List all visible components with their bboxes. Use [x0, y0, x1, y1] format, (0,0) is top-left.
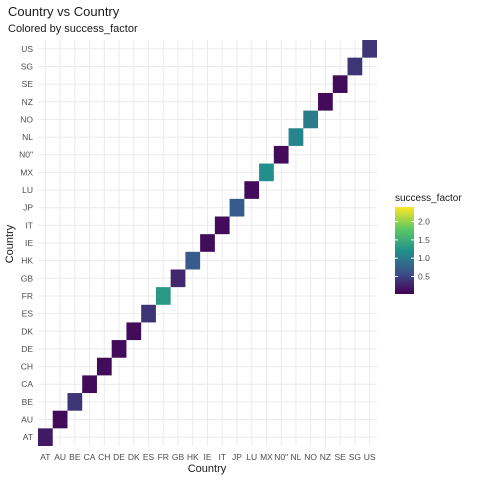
y-tick-label: DK — [21, 326, 33, 336]
chart-title: Country vs Country — [8, 4, 120, 19]
x-tick-label: JP — [232, 452, 242, 462]
x-tick-label: US — [364, 452, 376, 462]
y-tick-label: BE — [22, 397, 34, 407]
heatmap-cell — [259, 163, 274, 182]
legend-tick-label: 1.5 — [418, 235, 430, 245]
x-tick-label: N0" — [274, 452, 288, 462]
x-tick-label: CH — [98, 452, 110, 462]
x-tick-label: CA — [84, 452, 96, 462]
x-tick-label: HK — [187, 452, 199, 462]
heatmap-cell — [52, 410, 68, 429]
grid — [38, 40, 377, 446]
x-tick-label: DE — [113, 452, 125, 462]
heatmap-cell — [332, 75, 348, 93]
y-tick-label: AU — [21, 415, 33, 425]
heatmap-cell — [273, 145, 289, 164]
heatmap-cell — [82, 375, 97, 394]
heatmap-cell — [185, 251, 201, 270]
heatmap-cell — [229, 198, 245, 217]
y-tick-label: SE — [22, 79, 34, 89]
x-tick-label: DK — [128, 452, 140, 462]
y-tick-label: CA — [21, 379, 33, 389]
y-tick-label: US — [21, 44, 33, 54]
legend-tick-label: 2.0 — [418, 217, 430, 227]
heatmap-cell — [111, 340, 127, 358]
x-tick-label: AT — [40, 452, 50, 462]
y-tick-label: MX — [20, 167, 33, 177]
y-tick-label: AT — [23, 432, 33, 442]
x-tick-label: IE — [203, 452, 211, 462]
y-tick-label: SG — [21, 61, 33, 71]
legend-tick-label: 1.0 — [418, 253, 430, 263]
y-tick-label: NO — [20, 114, 33, 124]
y-axis-title: Country — [4, 224, 16, 263]
legend-colorbar — [395, 207, 414, 294]
y-tick-label: LU — [22, 185, 33, 195]
y-tick-label: CH — [21, 362, 33, 372]
y-tick-labels: AT AU BE CA CH DE DK ES FR GB HK IE IT JP LU MX N0" NL NO N… — [19, 44, 33, 442]
x-tick-label: ES — [143, 452, 155, 462]
x-tick-label: AU — [54, 452, 66, 462]
y-tick-label: DE — [21, 344, 33, 354]
heatmap-cell — [214, 216, 230, 235]
x-tick-label: SG — [349, 452, 361, 462]
chart-subtitle: Colored by success_factor — [8, 23, 138, 35]
heatmap-cell — [362, 40, 377, 58]
x-tick-label: IT — [218, 452, 226, 462]
heatmap-cell — [38, 428, 53, 446]
heatmap-cells — [38, 40, 377, 446]
x-tick-label: FR — [158, 452, 169, 462]
x-tick-label: NO — [304, 452, 317, 462]
heatmap-cell — [126, 322, 142, 341]
heatmap-cell — [318, 92, 333, 111]
legend-ticks: 0.5 1.0 1.5 2.0 — [395, 217, 430, 281]
heatmap-cell — [303, 110, 319, 129]
heatmap-cell — [170, 269, 186, 288]
legend-title: success_factor — [395, 193, 462, 204]
y-tick-label: N0" — [19, 150, 33, 160]
y-tick-label: IE — [25, 238, 33, 248]
legend-tick-label: 0.5 — [418, 271, 430, 281]
y-tick-label: IT — [25, 220, 33, 230]
y-tick-label: NL — [22, 132, 33, 142]
heatmap-cell — [200, 234, 215, 252]
x-tick-label: NZ — [320, 452, 331, 462]
x-tick-labels: AT AU BE CA CH DE DK ES FR GB HK IE IT JP LU MX N0" NL NO N… — [40, 452, 376, 462]
heatmap-cell — [244, 181, 260, 199]
heatmap-cell — [155, 287, 171, 305]
y-tick-label: GB — [21, 273, 34, 283]
x-tick-label: BE — [69, 452, 81, 462]
x-tick-label: SE — [334, 452, 346, 462]
x-axis-title: Country — [188, 463, 227, 475]
y-tick-label: HK — [21, 256, 33, 266]
x-tick-label: NL — [290, 452, 301, 462]
x-tick-label: LU — [246, 452, 257, 462]
y-tick-label: JP — [23, 203, 33, 213]
heatmap-cell — [67, 393, 83, 411]
heatmap-cell — [288, 128, 304, 146]
y-tick-label: ES — [22, 309, 34, 319]
color-legend: success_factor 0.5 1.0 1.5 2.0 — [395, 193, 462, 294]
y-tick-label: FR — [22, 291, 33, 301]
heatmap-cell — [96, 357, 112, 376]
heatmap-cell — [141, 304, 156, 323]
y-tick-label: NZ — [22, 97, 33, 107]
heatmap-cell — [347, 57, 363, 76]
x-tick-label: MX — [260, 452, 273, 462]
x-tick-label: GB — [172, 452, 185, 462]
